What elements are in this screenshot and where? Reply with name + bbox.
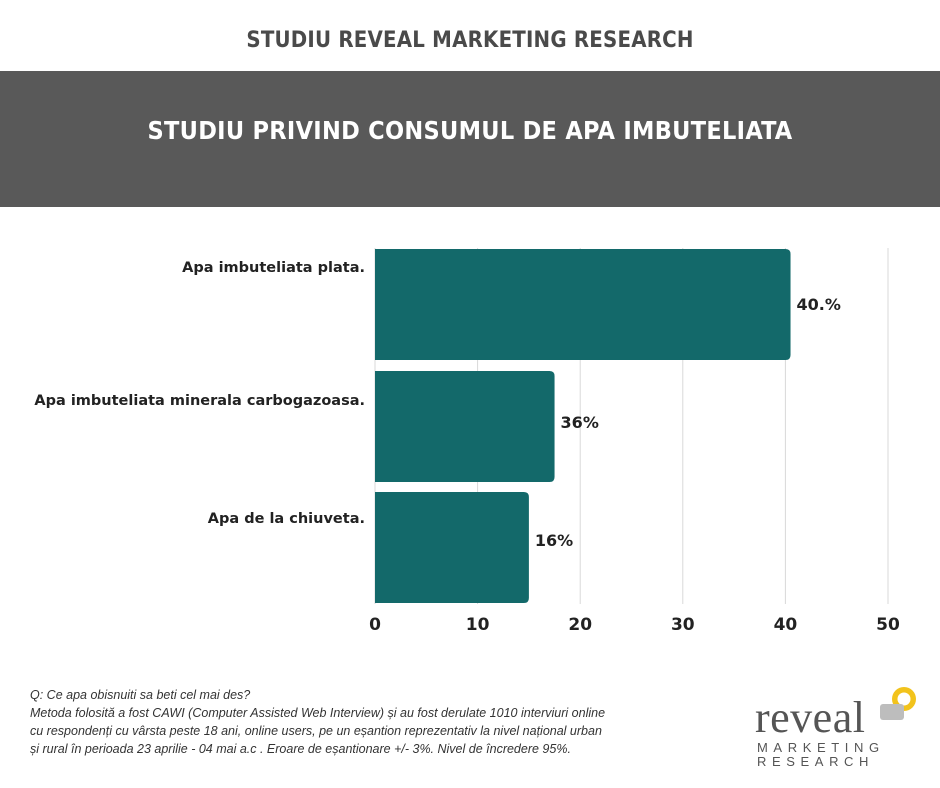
chart-bars	[375, 249, 791, 603]
reveal-logo: reveal MARKETING RESEARCH	[752, 686, 922, 770]
category-label: Apa imbuteliata plata.	[182, 260, 365, 276]
logo-tagline-1: MARKETING	[757, 740, 885, 755]
banner-title: STUDIU PRIVIND CONSUMUL DE APA IMBUTELIA…	[147, 116, 793, 145]
x-tick-label: 0	[369, 615, 381, 635]
top-title: STUDIU REVEAL MARKETING RESEARCH	[246, 28, 694, 53]
x-tick-label: 40	[774, 615, 798, 635]
bar	[375, 492, 529, 603]
category-label: Apa de la chiuveta.	[208, 511, 365, 527]
logo-wordmark: reveal	[755, 693, 866, 742]
data-label: 40.%	[797, 295, 841, 314]
category-labels: Apa imbuteliata plata. Apa imbuteliata mi…	[34, 260, 365, 527]
x-tick-label: 20	[568, 615, 592, 635]
bar-chart: Apa imbuteliata plata. Apa imbuteliata mi…	[34, 248, 900, 635]
footnote-line: Metoda folosită a fost CAWI (Computer As…	[30, 706, 606, 720]
data-label: 16%	[535, 531, 573, 550]
x-axis-ticks: 0 10 20 30 40 50	[369, 615, 900, 635]
logo-tagline-2: RESEARCH	[757, 754, 875, 769]
data-label: 36%	[561, 413, 599, 432]
footnote-line: și rural în perioada 23 aprilie - 04 mai…	[30, 742, 571, 756]
x-tick-label: 50	[876, 615, 900, 635]
bar	[375, 371, 555, 482]
footnote-question: Q: Ce apa obisnuiti sa beti cel mai des?	[30, 688, 251, 702]
reveal-logo-mark-icon	[880, 687, 916, 720]
methodology-footnote: Q: Ce apa obisnuiti sa beti cel mai des?…	[30, 686, 670, 758]
value-labels: 40.% 36% 16%	[535, 295, 841, 550]
x-tick-label: 30	[671, 615, 695, 635]
x-tick-label: 10	[466, 615, 490, 635]
footnote-line: cu respondenți cu vârsta peste 18 ani, o…	[30, 724, 602, 738]
title-banner: STUDIU PRIVIND CONSUMUL DE APA IMBUTELIA…	[0, 71, 940, 207]
bar	[375, 249, 791, 360]
category-label: Apa imbuteliata minerala carbogazoasa.	[34, 393, 365, 409]
